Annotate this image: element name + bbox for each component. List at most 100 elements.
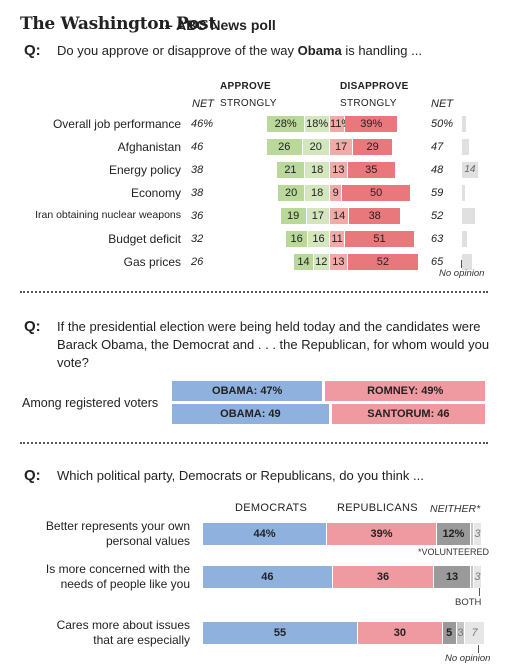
row-label: Economy xyxy=(130,186,181,200)
bar-segment: 19 xyxy=(280,208,307,224)
net-approve-value: 46% xyxy=(191,118,214,130)
row-label-line: Better represents your own xyxy=(45,519,190,533)
party-segment: 13 xyxy=(434,566,471,588)
bar-segment: 18% xyxy=(305,116,330,132)
bar-segment: 50 xyxy=(342,185,411,201)
party-segment: 3 xyxy=(456,622,466,644)
q3-tag: Q: xyxy=(24,467,41,484)
both-pointer xyxy=(479,588,480,596)
net-approve-value: 38 xyxy=(191,187,204,199)
bar-segment: 11 xyxy=(330,231,346,247)
bar-segment: 14 xyxy=(294,254,314,270)
q3-no-opinion-label: No opinion xyxy=(445,653,491,664)
net-approve-value: 36 xyxy=(191,210,204,222)
net-approve-value: 38 xyxy=(191,164,204,176)
bar-segment: 16 xyxy=(308,231,330,247)
net-disapprove-value: 63 xyxy=(431,233,444,245)
obama-bar: OBAMA: 49 xyxy=(172,404,329,424)
bar-segment: 26 xyxy=(266,139,303,155)
row-label: Energy policy xyxy=(108,163,181,177)
row-label: Budget deficit xyxy=(108,232,181,246)
bar-segment: 12 xyxy=(313,254,330,270)
party-segment: 7 xyxy=(465,622,485,644)
row-label: Gas prices xyxy=(123,255,181,269)
obama-bar: OBAMA: 47% xyxy=(172,381,323,401)
party-segment: 5 xyxy=(442,622,457,644)
bar-segment: 21 xyxy=(276,162,306,178)
net-approve-value: 26 xyxy=(191,256,204,268)
q3-no-opinion-pointer xyxy=(478,645,479,653)
approve-strongly-heading: STRONGLY xyxy=(220,98,277,109)
bar-segment: 38 xyxy=(349,208,402,224)
net-disapprove-value: 50% xyxy=(431,118,454,130)
bar-segment: 11% xyxy=(330,116,352,132)
party-segment xyxy=(470,523,474,545)
bar-segment: 17 xyxy=(306,208,330,224)
bar-segment: 17 xyxy=(330,139,354,155)
neither-heading: NEITHER* xyxy=(430,503,481,515)
party-segment: 46 xyxy=(203,566,333,588)
dem-heading: DEMOCRATS xyxy=(235,502,308,514)
no-opinion-bar xyxy=(462,185,466,201)
bar-segment: 20 xyxy=(277,185,306,201)
net-disapprove-heading: NET xyxy=(431,98,453,110)
row-label: Overall job performance xyxy=(52,117,181,131)
bar-segment: 39% xyxy=(345,116,399,132)
q1-tag: Q: xyxy=(24,42,41,59)
bar-segment: 51 xyxy=(345,231,415,247)
row-label: Iran obtaining nuclear weapons xyxy=(35,209,181,221)
bar-segment: 18 xyxy=(305,162,330,178)
net-disapprove-value: 47 xyxy=(431,141,444,153)
rep-heading: REPUBLICANS xyxy=(337,502,418,514)
no-opinion-bar xyxy=(462,208,477,224)
net-disapprove-value: 65 xyxy=(431,256,444,268)
bar-segment: 16 xyxy=(286,231,309,247)
divider-2 xyxy=(20,442,488,444)
net-approve-value: 46 xyxy=(191,141,204,153)
republican-bar: ROMNEY: 49% xyxy=(325,381,485,401)
row-label-line: that are especially xyxy=(93,633,190,647)
party-segment: 39% xyxy=(327,523,438,545)
q1-question: Do you approve or disapprove of the way … xyxy=(57,42,422,60)
net-approve-heading: NET xyxy=(192,98,214,110)
no-opinion-bar: 14 xyxy=(462,162,479,178)
brand-logo: The Washington Post xyxy=(20,14,216,34)
party-segment: 30 xyxy=(358,622,443,644)
party-segment: 3 xyxy=(473,523,483,545)
net-disapprove-value: 52 xyxy=(431,210,444,222)
poll-source: – ABC News poll xyxy=(165,17,276,33)
q1-text-pre: Do you approve or disapprove of the way xyxy=(57,43,298,58)
row-label-line: needs of people like you xyxy=(60,577,190,591)
bar-segment: 14 xyxy=(330,208,350,224)
q1-no-opinion-label: No opinion xyxy=(439,268,485,279)
volunteered-note: *VOLUNTEERED xyxy=(418,547,490,557)
bar-segment: 18 xyxy=(305,185,330,201)
bar-segment: 52 xyxy=(347,254,420,270)
party-segment: 12% xyxy=(437,523,471,545)
net-disapprove-value: 48 xyxy=(431,164,444,176)
bar-segment: 13 xyxy=(330,254,348,270)
no-opinion-bar xyxy=(462,254,473,270)
divider-1 xyxy=(20,291,488,293)
no-opinion-bar xyxy=(462,231,468,247)
net-approve-value: 32 xyxy=(191,233,204,245)
row-label-line: Is more concerned with the xyxy=(45,562,190,576)
net-disapprove-value: 59 xyxy=(431,187,444,199)
row-label-line: personal values xyxy=(105,534,190,548)
bar-segment: 29 xyxy=(353,139,393,155)
bar-segment: 13 xyxy=(330,162,348,178)
bar-segment: 28% xyxy=(266,116,306,132)
q2-question: If the presidential election were being … xyxy=(57,319,490,370)
row-label: Afghanistan xyxy=(117,140,181,154)
both-label: BOTH xyxy=(455,597,482,608)
no-opinion-bar xyxy=(462,139,471,155)
approve-heading: APPROVE xyxy=(220,81,272,92)
party-segment: 55 xyxy=(203,622,359,644)
bar-segment: 35 xyxy=(347,162,396,178)
q2-tag: Q: xyxy=(24,318,41,335)
party-segment xyxy=(470,566,474,588)
disapprove-strongly-heading: STRONGLY xyxy=(340,98,397,109)
bar-segment: 20 xyxy=(302,139,330,155)
q1-text-post: is handling ... xyxy=(341,43,422,58)
party-segment: 44% xyxy=(203,523,328,545)
